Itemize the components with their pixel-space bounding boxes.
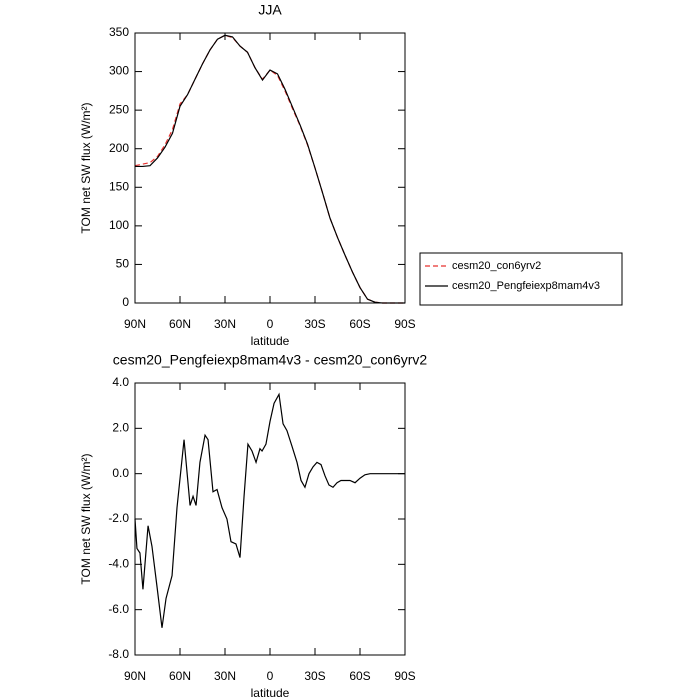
series-line: [134, 392, 405, 628]
y-tick-label: 50: [116, 257, 130, 271]
chart-title: cesm20_Pengfeiexp8mam4v3 - cesm20_con6yr…: [113, 352, 428, 368]
y-tick-label: 150: [109, 179, 129, 193]
x-tick-label: 0: [267, 669, 274, 683]
x-axis-label: latitude: [251, 686, 290, 700]
x-tick-label: 60N: [169, 317, 191, 331]
y-tick-label: 4.0: [112, 375, 129, 389]
x-tick-label: 90S: [394, 669, 415, 683]
y-tick-label: -2.0: [108, 511, 129, 525]
x-tick-label: 30N: [214, 317, 236, 331]
plot-frame: [134, 32, 406, 304]
plot-frame: [134, 382, 406, 656]
x-tick-label: 30S: [304, 317, 325, 331]
y-tick-label: 2.0: [112, 421, 129, 435]
x-tick-label: 60S: [349, 317, 370, 331]
y-axis-label: TOM net SW flux (W/m²): [79, 453, 93, 584]
y-tick-label: 100: [109, 218, 129, 232]
y-tick-label: 200: [109, 141, 129, 155]
y-tick-label: 0.0: [112, 466, 129, 480]
y-tick-label: 300: [109, 64, 129, 78]
x-tick-label: 90N: [124, 317, 146, 331]
y-tick-label: 250: [109, 102, 129, 116]
x-tick-label: 0: [267, 317, 274, 331]
x-tick-label: 60S: [349, 669, 370, 683]
x-tick-label: 90N: [124, 669, 146, 683]
x-tick-label: 30S: [304, 669, 325, 683]
x-tick-label: 60N: [169, 669, 191, 683]
y-tick-label: 350: [109, 25, 129, 39]
legend-box: [419, 252, 623, 306]
series-line: [134, 34, 405, 304]
y-axis-label: TOM net SW flux (W/m²): [79, 102, 93, 233]
y-tick-label: -4.0: [108, 557, 129, 571]
x-tick-label: 90S: [394, 317, 415, 331]
series-line: [135, 34, 405, 304]
y-tick-label: -6.0: [108, 602, 129, 616]
y-tick-label: -8.0: [108, 647, 129, 661]
x-tick-label: 30N: [214, 669, 236, 683]
y-tick-label: 0: [122, 295, 129, 309]
legend-label: cesm20_con6yrv2: [452, 260, 541, 272]
chart-title: JJA: [258, 2, 282, 18]
x-axis-label: latitude: [251, 334, 290, 348]
legend-label: cesm20_Pengfeiexp8mam4v3: [452, 280, 600, 292]
